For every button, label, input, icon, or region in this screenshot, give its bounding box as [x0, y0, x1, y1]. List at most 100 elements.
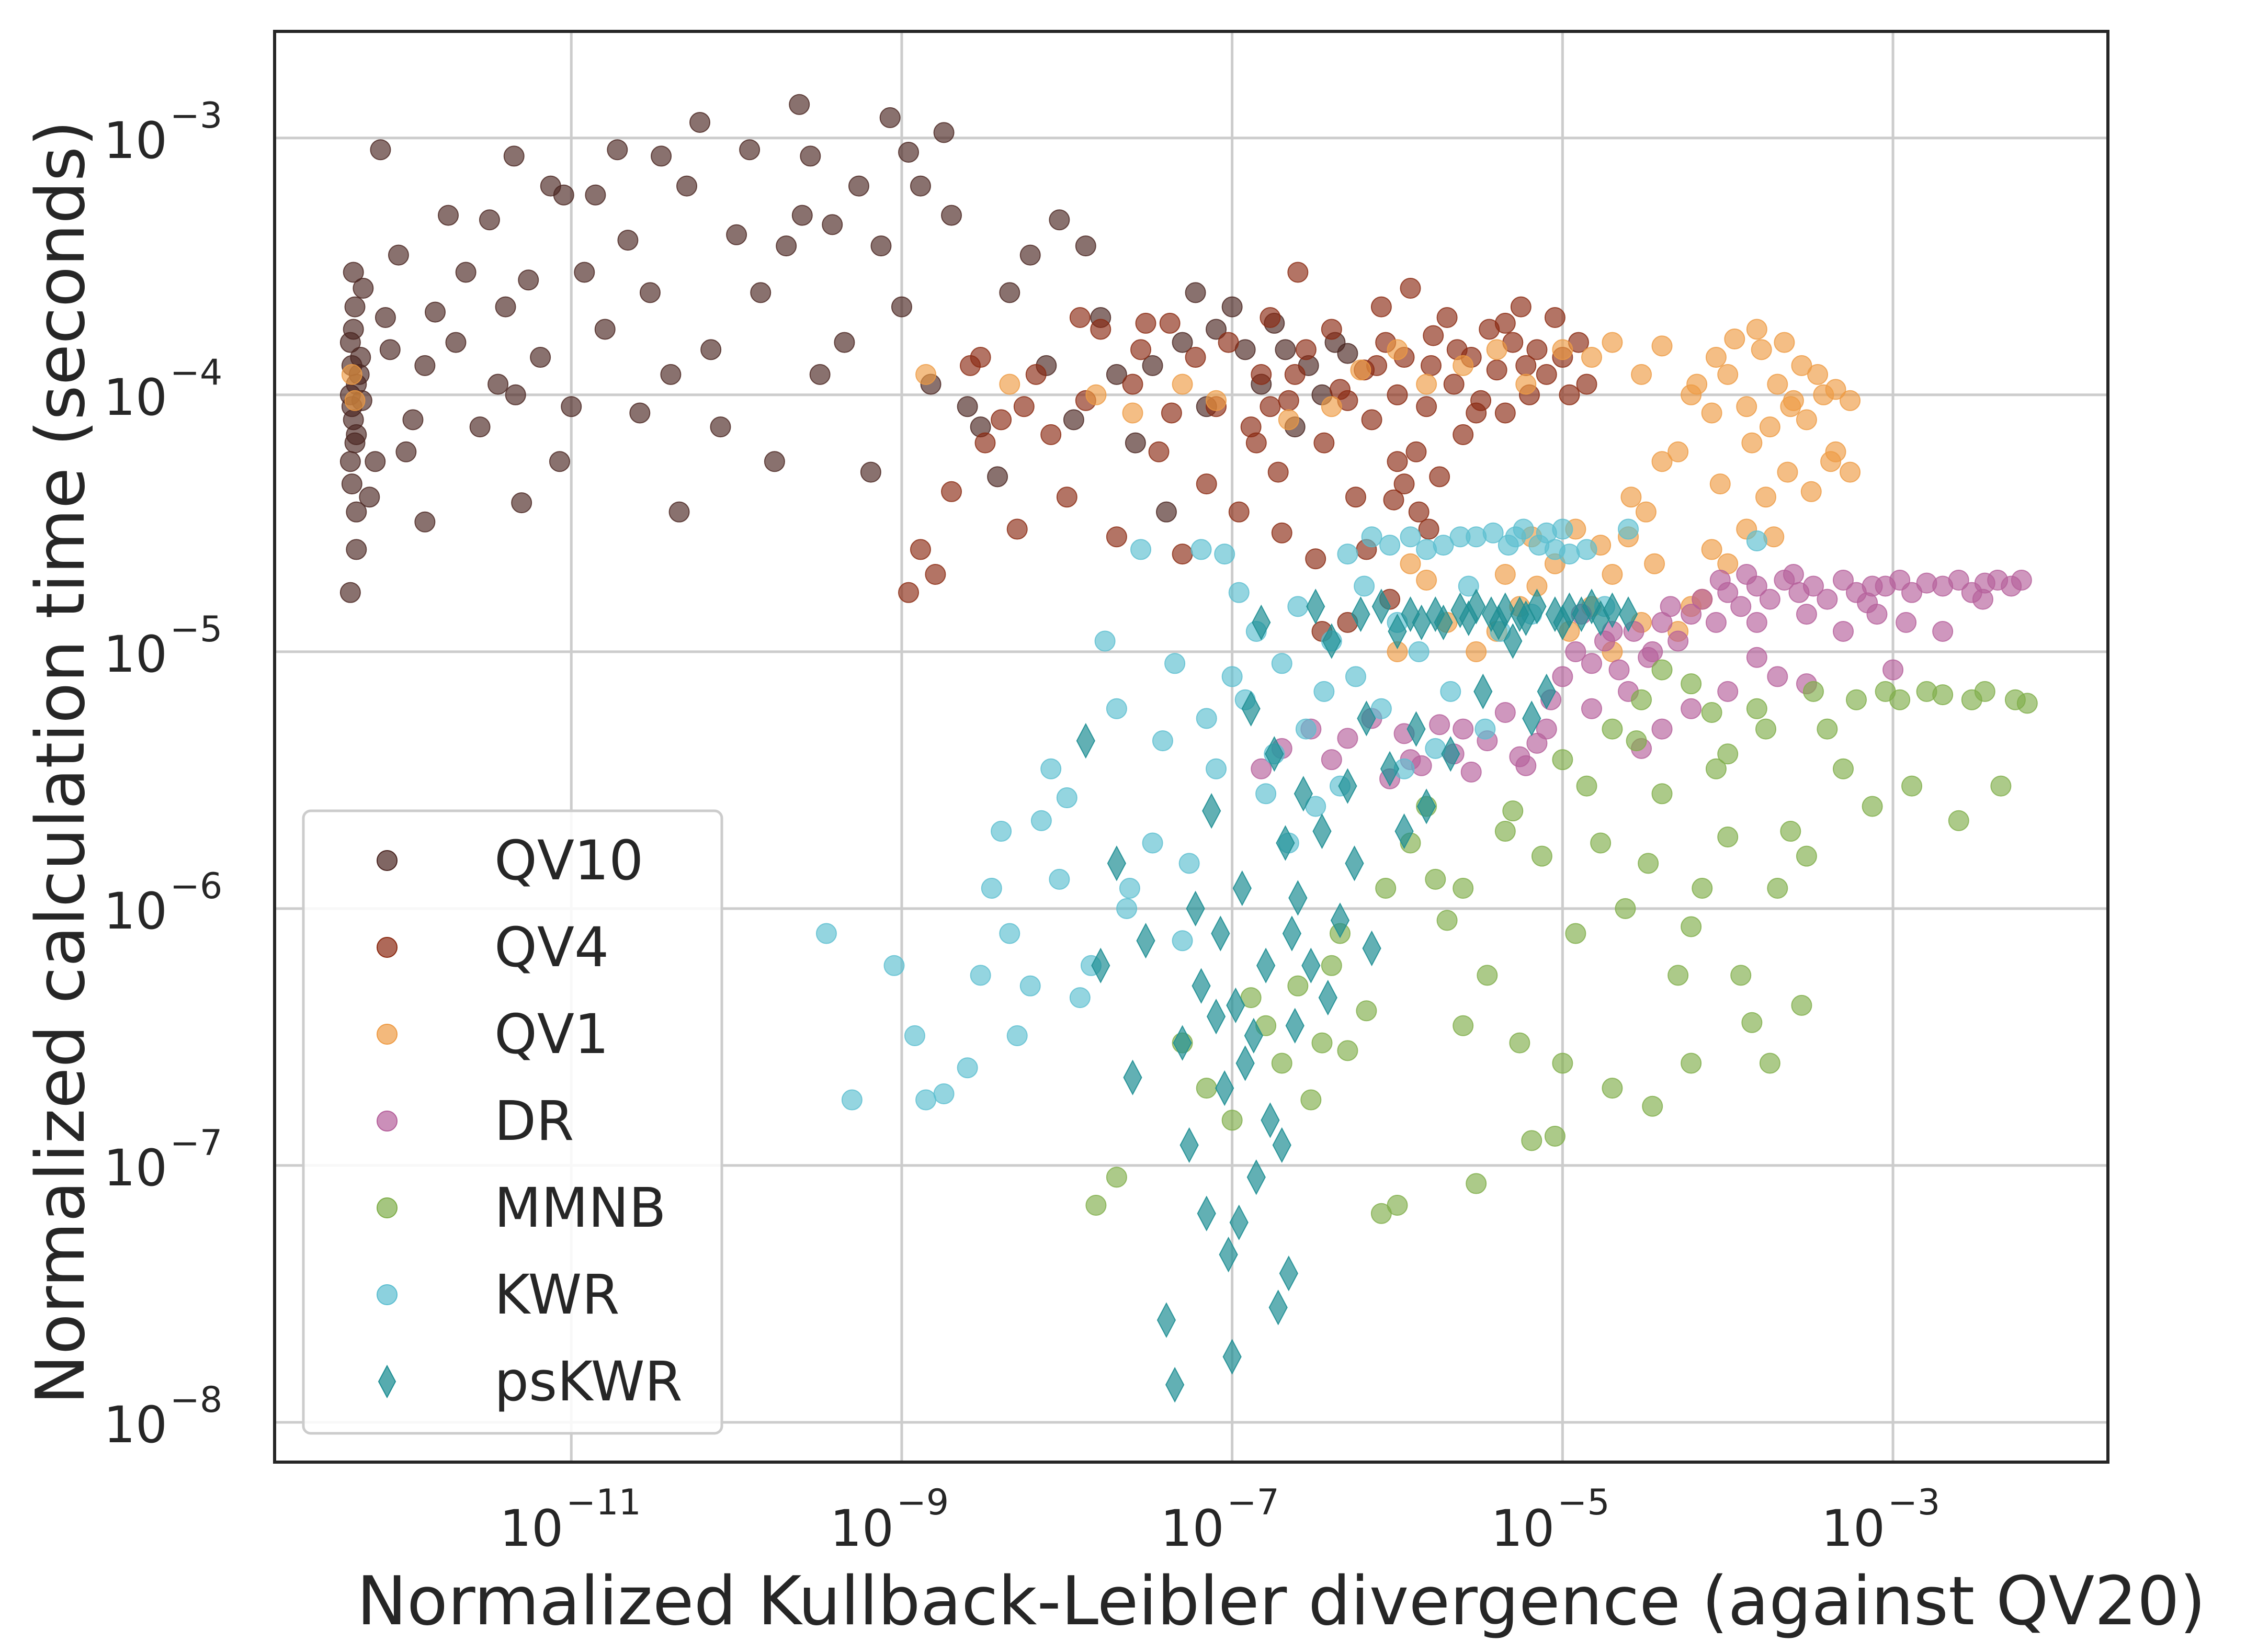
data-point [991, 409, 1012, 431]
data-point [1746, 698, 1767, 719]
y-tick-exponent: −4 [170, 352, 222, 393]
legend: QV10 QV4 QV1 DR MMNB KWR psKWR [302, 809, 723, 1435]
data-point [883, 955, 905, 976]
data-point [1882, 659, 1904, 681]
legend-marker [377, 1284, 398, 1305]
data-point [1759, 1053, 1780, 1074]
data-point [925, 564, 946, 585]
data-point [1221, 1110, 1243, 1131]
data-point [809, 364, 831, 385]
data-point [1730, 965, 1752, 986]
legend-marker [377, 1197, 398, 1218]
data-point [1229, 1204, 1249, 1240]
data-point [343, 319, 364, 340]
data-point [1173, 1025, 1192, 1061]
data-point [1330, 902, 1350, 938]
data-point [1228, 582, 1250, 603]
data-point [1387, 384, 1408, 405]
data-point [1354, 575, 1375, 597]
data-point [1453, 355, 1474, 376]
data-point [1560, 592, 1579, 628]
data-point [388, 244, 409, 266]
data-point [1106, 364, 1127, 385]
data-point [1287, 975, 1309, 997]
data-point [607, 139, 628, 161]
data-point [341, 364, 362, 385]
data-point [1802, 681, 1824, 702]
data-point [1458, 575, 1479, 597]
data-point [1206, 999, 1226, 1035]
data-point [1337, 343, 1358, 364]
data-point [1106, 698, 1127, 719]
data-point [1576, 539, 1597, 560]
data-point [1832, 569, 1854, 591]
data-point [1295, 339, 1317, 360]
data-point [445, 332, 467, 353]
data-point [1681, 673, 1702, 695]
data-point [2011, 569, 2032, 591]
data-point [1608, 659, 1630, 681]
data-point [585, 184, 606, 206]
data-point [1515, 755, 1537, 776]
data-point [1642, 641, 1663, 662]
data-point [1651, 718, 1673, 740]
data-point [933, 1083, 955, 1105]
data-point [1807, 364, 1829, 385]
data-point [1251, 364, 1272, 385]
y-tick-label: 10 −6 [104, 866, 222, 941]
data-point [1130, 539, 1152, 560]
data-point [1362, 930, 1381, 967]
data-point [710, 416, 731, 438]
data-point [346, 424, 367, 445]
data-point [1486, 339, 1507, 360]
data-point [1267, 461, 1289, 483]
data-point [1425, 868, 1446, 890]
data-point [957, 396, 978, 417]
data-point [1705, 347, 1727, 368]
series-pskwr [1076, 589, 1638, 1403]
legend-label: KWR [494, 1263, 620, 1327]
data-point [1436, 910, 1458, 931]
data-point [999, 282, 1020, 303]
data-point [1709, 569, 1731, 591]
data-point [1056, 486, 1077, 508]
data-point [791, 205, 813, 226]
data-point [1681, 604, 1702, 625]
legend-item-dr: DR [377, 1089, 574, 1153]
data-point [1466, 1173, 1487, 1194]
data-point [800, 145, 821, 167]
data-point [1142, 832, 1163, 854]
data-point [1705, 758, 1727, 779]
data-point [1387, 1194, 1408, 1216]
series-dr [1251, 564, 2032, 789]
data-point [860, 461, 881, 483]
data-point [1889, 689, 1911, 710]
data-point [1221, 296, 1243, 318]
data-point [1268, 1289, 1288, 1326]
data-point [1261, 1102, 1280, 1138]
y-tick-base: 10 [104, 1139, 167, 1197]
data-point [1440, 681, 1461, 702]
data-point [789, 94, 810, 115]
data-point [438, 205, 459, 226]
x-tick-label: 10 −5 [1491, 1482, 1609, 1558]
data-point [1196, 473, 1217, 495]
data-point [1119, 877, 1140, 899]
data-point [1394, 813, 1414, 850]
data-point [1443, 374, 1465, 395]
data-point [549, 451, 570, 472]
data-point [1576, 374, 1597, 395]
data-point [1232, 870, 1252, 907]
data-point [1774, 332, 1795, 353]
data-point [1832, 620, 1854, 642]
data-point [1019, 244, 1041, 266]
data-point [1321, 955, 1342, 976]
data-point [933, 122, 955, 143]
data-point [1780, 396, 1801, 417]
series-qv4 [898, 262, 1597, 642]
data-point [1279, 1255, 1298, 1292]
data-point [1896, 612, 1917, 633]
data-point [1322, 623, 1341, 659]
data-point [1429, 714, 1450, 736]
legend-marker [377, 850, 398, 871]
